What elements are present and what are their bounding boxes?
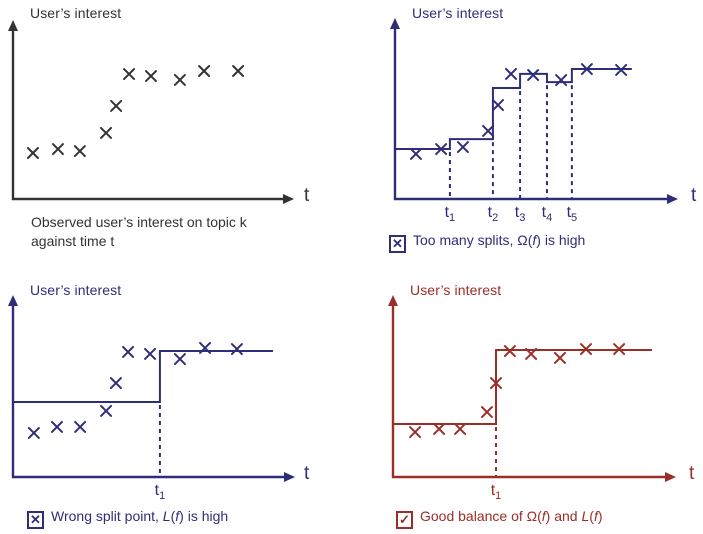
x-marker xyxy=(109,377,122,390)
x-marker xyxy=(100,126,113,139)
x-marker xyxy=(433,422,446,435)
caption-text-segment: ( xyxy=(589,508,594,524)
x-marker xyxy=(74,420,87,433)
x-marker xyxy=(525,347,538,360)
x-marker xyxy=(490,377,503,390)
caption-text-segment: ) and xyxy=(545,508,582,524)
caption-text-segment: f xyxy=(593,508,598,524)
caption-good-balance: ✓ Good balance of Ω(f) and L(f) xyxy=(396,507,603,529)
x-marker xyxy=(456,141,469,154)
x-marker xyxy=(51,143,64,156)
panel-wrong-split-point xyxy=(8,295,295,482)
panel-title-too-many-splits: User’s interest xyxy=(412,5,504,21)
x-marker xyxy=(199,341,212,354)
caption-text-segment: Too many splits, Ω( xyxy=(413,232,533,248)
x-marker xyxy=(555,74,568,87)
panel-observed-scatter xyxy=(8,20,294,204)
x-axis-label-wrong-split: t xyxy=(304,463,310,484)
y-axis-arrow xyxy=(388,295,398,306)
x-marker xyxy=(173,73,186,86)
split-label-t5: t5 xyxy=(566,204,578,225)
x-marker xyxy=(553,351,566,364)
caption-text-segment: L xyxy=(162,508,171,524)
caption-text-segment: ) is high xyxy=(536,232,586,248)
check-box-icon: ✓ xyxy=(396,510,413,529)
x-axis-arrow xyxy=(667,194,678,204)
step-function-line xyxy=(395,68,632,151)
split-label-t1: t1 xyxy=(154,482,166,503)
x-marker xyxy=(73,145,86,158)
x-marker xyxy=(527,69,540,82)
x-marker xyxy=(580,63,593,76)
split-label-t4: t4 xyxy=(541,204,553,225)
x-marker xyxy=(144,347,157,360)
x-marker xyxy=(613,343,626,356)
x-marker xyxy=(110,99,123,112)
x-marker xyxy=(232,65,245,78)
x-axis-label-observed: t xyxy=(304,185,310,206)
caption-observed: Observed user’s interest on topic k agai… xyxy=(31,213,247,251)
x-axis-arrow xyxy=(665,472,676,482)
panel-too-many-splits xyxy=(390,18,678,204)
caption-text-segment: Wrong split point, xyxy=(51,508,163,524)
x-axis-arrow xyxy=(283,194,294,204)
x-marker xyxy=(492,99,505,112)
caption-text-segment: f xyxy=(532,232,537,248)
x-marker xyxy=(100,404,113,417)
split-label-t1: t1 xyxy=(444,204,456,225)
y-axis-arrow xyxy=(8,295,18,306)
x-marker xyxy=(480,406,493,419)
step-function-line xyxy=(393,348,652,426)
caption-text-segment: ( xyxy=(170,508,176,524)
split-label-t1: t1 xyxy=(490,482,502,503)
x-marker xyxy=(27,426,40,439)
split-label-t2: t2 xyxy=(487,204,499,225)
x-marker xyxy=(409,147,422,160)
caption-text-segment: Good balance of Ω( xyxy=(420,508,542,524)
panel-good-balance xyxy=(388,295,676,482)
x-marker xyxy=(198,65,211,78)
x-marker xyxy=(26,146,39,159)
y-axis-arrow xyxy=(390,18,400,29)
panel-title-observed: User’s interest xyxy=(30,5,122,21)
x-marker xyxy=(580,343,593,356)
x-axis-label-too-many-splits: t xyxy=(691,185,697,206)
x-marker xyxy=(50,420,63,433)
caption-text-segment: Observed user’s interest on topic k agai… xyxy=(31,214,247,249)
x-marker xyxy=(615,63,628,76)
panel-title-wrong-split: User’s interest xyxy=(30,282,122,298)
x-marker xyxy=(144,70,157,83)
split-label-t3: t3 xyxy=(514,204,526,225)
x-marker xyxy=(503,345,516,358)
y-axis-arrow xyxy=(8,20,18,31)
x-marker xyxy=(435,143,448,156)
x-marker xyxy=(505,67,518,80)
caption-text-segment: L xyxy=(581,508,590,524)
x-marker xyxy=(454,422,467,435)
x-marker xyxy=(173,353,186,366)
step-function-line xyxy=(13,350,274,404)
x-marker xyxy=(409,426,422,439)
caption-text-segment: ) is high xyxy=(179,508,229,524)
caption-too-many-splits: ✕ Too many splits, Ω(f) is high xyxy=(389,231,585,253)
caption-text-segment: f xyxy=(175,508,180,524)
caption-wrong-split: ✕ Wrong split point, L(f) is high xyxy=(27,507,228,529)
x-box-icon: ✕ xyxy=(389,234,406,253)
x-marker xyxy=(482,124,495,137)
x-marker xyxy=(123,68,136,81)
x-axis-label-good-balance: t xyxy=(689,463,695,484)
caption-text-segment: ) xyxy=(597,508,603,524)
caption-text-segment: f xyxy=(541,508,546,524)
panel-title-good-balance: User’s interest xyxy=(410,282,502,298)
x-axis-arrow xyxy=(284,472,295,482)
x-box-icon: ✕ xyxy=(27,510,44,529)
x-marker xyxy=(122,345,135,358)
x-marker xyxy=(230,343,243,356)
